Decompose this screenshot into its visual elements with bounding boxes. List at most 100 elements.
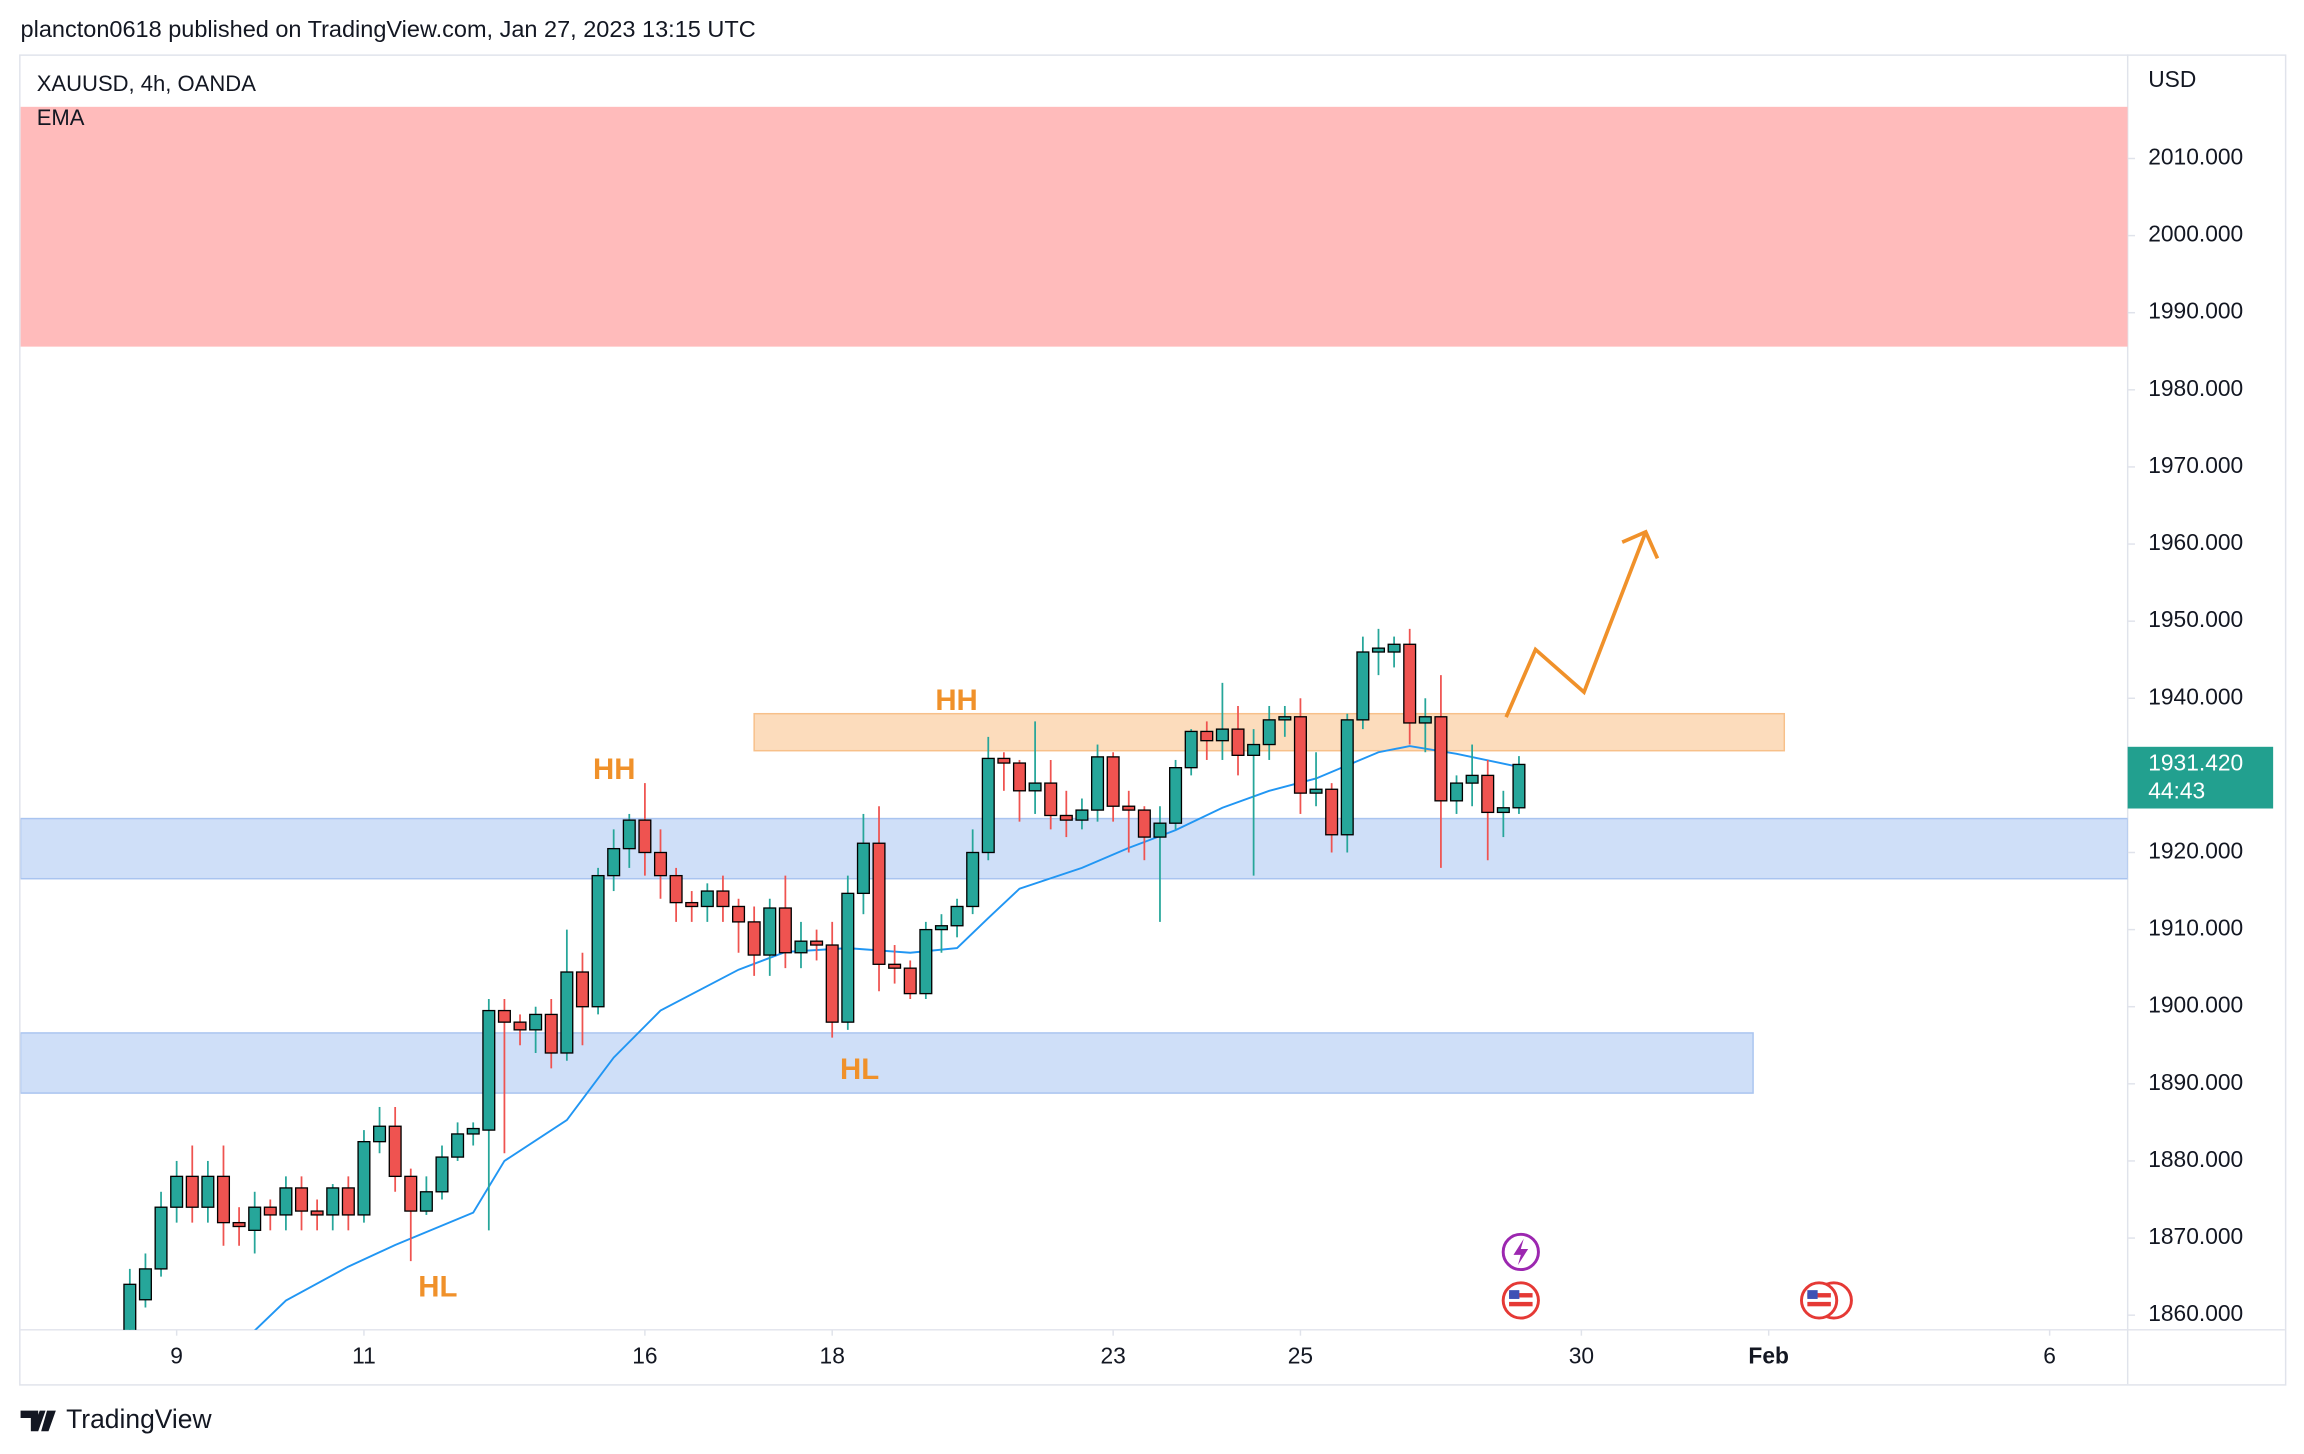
zone [20, 817, 2128, 880]
y-tick-label: 1940.000 [2148, 683, 2243, 709]
frame [19, 54, 2287, 1386]
candle-body [326, 1187, 340, 1216]
candle-body [1403, 643, 1417, 724]
candle-body [279, 1187, 293, 1216]
candle-body [404, 1175, 418, 1212]
candle-body [1169, 767, 1183, 824]
x-tick-label: 30 [1569, 1343, 1594, 1369]
candle-body [638, 819, 652, 854]
candle-body [544, 1013, 558, 1054]
candle-body [1247, 743, 1261, 756]
candle-body [1200, 730, 1214, 742]
symbol-legend: XAUUSD, 4h, OANDA [37, 71, 256, 96]
candle-body [513, 1021, 527, 1031]
y-tick-label: 1920.000 [2148, 838, 2243, 864]
candle-body [248, 1206, 262, 1232]
flag-icons[interactable] [1501, 1281, 1853, 1320]
candle-body [825, 944, 839, 1023]
candle-body [1278, 716, 1292, 721]
x-tick-label: 11 [352, 1343, 376, 1369]
candle-body [1090, 756, 1105, 811]
currency-label: USD [2148, 66, 2196, 92]
y-tick-label: 1870.000 [2148, 1223, 2243, 1249]
logo [20, 1410, 56, 1432]
candle-body [1309, 788, 1323, 794]
candle-body [1465, 774, 1479, 784]
candle-body [653, 851, 668, 877]
annotation: HL [418, 1270, 457, 1303]
candle-body [1481, 774, 1495, 814]
candle-body [919, 928, 933, 995]
x-tick-label: 25 [1288, 1343, 1313, 1369]
y-tick-label: 1890.000 [2148, 1069, 2243, 1095]
y-tick-label: 1960.000 [2148, 529, 2243, 555]
candle-body [373, 1125, 387, 1143]
candle-body [607, 847, 621, 877]
candle-body [1122, 805, 1136, 811]
candle-body [732, 905, 746, 923]
candle-body [810, 940, 824, 946]
candle-body [482, 1009, 496, 1131]
candle-body [1028, 782, 1042, 792]
x-tick-label: 18 [820, 1343, 845, 1369]
candle-body [435, 1156, 449, 1193]
candle-body [1340, 719, 1354, 836]
x-tick-label: 16 [632, 1343, 657, 1369]
candle-body [1106, 756, 1120, 807]
countdown: 44:43 [2148, 777, 2205, 803]
candle-body [1231, 728, 1245, 756]
candle-body [1418, 716, 1432, 724]
candle-body [357, 1141, 371, 1216]
candle-body [700, 890, 714, 908]
candle-body [1137, 809, 1151, 838]
ema-legend: EMA [37, 105, 85, 130]
candle-body [1512, 763, 1526, 809]
candle-body [529, 1013, 543, 1031]
candle-body [747, 921, 761, 956]
y-tick-label: 1900.000 [2148, 992, 2243, 1018]
candle-body [872, 842, 886, 965]
x-tick-label: 9 [170, 1343, 183, 1369]
candle-body [1434, 716, 1448, 802]
y-tick-label: 1980.000 [2148, 375, 2243, 401]
candle-body [419, 1191, 433, 1212]
candle-body [1153, 822, 1167, 838]
candle-body [341, 1187, 355, 1216]
y-tick-label: 2000.000 [2148, 221, 2243, 247]
candle-body [216, 1175, 231, 1224]
candle-body [123, 1283, 137, 1330]
candle-body [1059, 814, 1073, 821]
zone [20, 1032, 1754, 1094]
x-tick-label: 23 [1100, 1343, 1125, 1369]
candle-body [981, 757, 995, 854]
y-tick-label: 1880.000 [2148, 1146, 2243, 1172]
projection-arrow [1504, 531, 1648, 718]
header: plancton0618 published on TradingView.co… [21, 16, 756, 42]
candle-body [497, 1009, 511, 1023]
candle-body [669, 874, 683, 904]
y-tick-label: 2010.000 [2148, 144, 2243, 170]
candle-body [1044, 782, 1058, 817]
candle-body [575, 971, 590, 1008]
candle-body [1293, 716, 1307, 794]
y-tick-label: 1950.000 [2148, 606, 2243, 632]
candle-body [591, 874, 605, 1008]
candle-body [185, 1175, 199, 1208]
last-price-box [2127, 746, 2274, 809]
candle-body [1356, 651, 1370, 721]
y-tick-label: 1970.000 [2148, 452, 2243, 478]
x-tick-label: Feb [1748, 1343, 1788, 1369]
last-price-label: 1931.420 [2148, 749, 2243, 775]
candle-body [934, 925, 948, 931]
candle-body [856, 842, 870, 895]
candle-body [841, 892, 855, 1023]
candle-body [1012, 762, 1027, 792]
plot [20, 106, 2128, 1330]
candle-body [888, 963, 902, 969]
annotation: HH [593, 753, 635, 786]
x-tick-label: 6 [2043, 1343, 2056, 1369]
candle-body [263, 1206, 277, 1216]
candle-body [1184, 730, 1198, 769]
zone [20, 106, 2128, 347]
